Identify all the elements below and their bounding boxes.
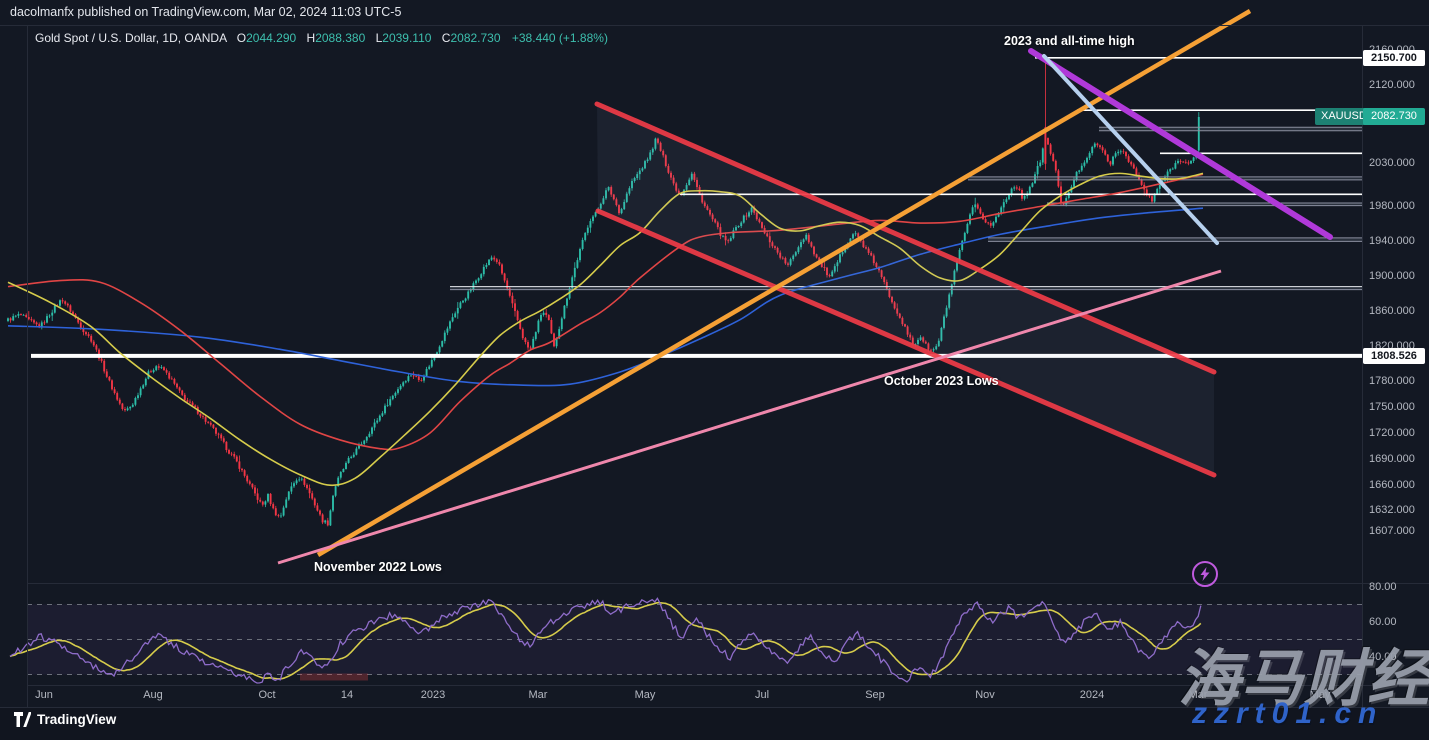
lightning-icon <box>1200 567 1210 581</box>
price-axis-label: 1720.000 <box>1369 426 1415 439</box>
price-axis-border <box>1362 25 1363 707</box>
indicator-axis-label: 60.00 <box>1369 616 1397 628</box>
watermark-url: zzrt01.cn <box>1192 697 1384 730</box>
time-axis-label: 2024 <box>1079 689 1105 701</box>
ma-yellow-line <box>7 172 1204 487</box>
ohlc-open: O2044.290 <box>236 31 297 45</box>
time-axis-label: Mar <box>528 689 548 701</box>
tradingview-mark-icon <box>14 712 31 727</box>
support-price-badge: 1808.526 <box>1363 348 1425 364</box>
price-axis-label: 1632.000 <box>1369 503 1415 516</box>
annotation-november-lows: November 2022 Lows <box>314 560 442 574</box>
annotation-all-time-high: 2023 and all-time high <box>1004 34 1135 48</box>
symbol-badge: XAUUSD <box>1315 108 1373 125</box>
time-axis-label: Jun <box>35 689 53 701</box>
pink-ascending-trendline[interactable] <box>277 269 1222 565</box>
time-axis-label: May <box>634 689 656 701</box>
pane-left-border <box>27 25 28 707</box>
price-axis-label: 2030.000 <box>1369 156 1415 169</box>
last-price-badge: 2082.730 <box>1363 108 1425 125</box>
time-axis-label: Mar <box>1188 689 1208 701</box>
lightblue-descending-trendline[interactable] <box>1042 54 1219 245</box>
time-axis-label: Oct <box>258 689 276 701</box>
boost-button[interactable] <box>1192 561 1218 587</box>
ma-red-line <box>7 173 1204 451</box>
purple-descending-trendline[interactable] <box>1028 48 1333 240</box>
price-axis-label: 1660.000 <box>1369 479 1415 492</box>
price-axis-label: 1900.000 <box>1369 270 1415 283</box>
price-axis-label: 1690.000 <box>1369 453 1415 466</box>
price-axis-label: 1780.000 <box>1369 374 1415 387</box>
publish-attribution: dacolmanfx published on TradingView.com,… <box>10 5 402 19</box>
ma-blue-line <box>7 207 1204 387</box>
chart-legend: Gold Spot / U.S. Dollar, 1D, OANDA O2044… <box>35 31 608 45</box>
annotation-october-lows: October 2023 Lows <box>884 374 999 388</box>
watermark-cjk: 海马财经 <box>1178 645 1429 714</box>
symbol-title[interactable]: Gold Spot / U.S. Dollar, 1D, OANDA <box>35 31 227 45</box>
ohlc-high: H2088.380 <box>306 31 366 45</box>
price-axis-label: 1607.000 <box>1369 525 1415 538</box>
footer-bar <box>0 707 1429 740</box>
time-axis-label: Jul <box>754 689 770 701</box>
price-axis[interactable]: 2160.0002120.0002030.0001980.0001940.000… <box>1362 25 1429 707</box>
daily-change: +38.440 (+1.88%) <box>511 31 608 45</box>
ohlc-close: C2082.730 <box>441 31 501 45</box>
time-axis-label: Nov <box>975 689 995 701</box>
header-divider <box>0 25 1429 26</box>
price-axis-label: 1980.000 <box>1369 200 1415 213</box>
time-axis-label: May <box>1309 689 1331 701</box>
candlestick-series <box>7 57 1200 527</box>
indicator-axis-label: 40.00 <box>1369 651 1397 663</box>
descending-channel[interactable] <box>594 101 1217 478</box>
ath-price-badge: 2150.700 <box>1363 50 1425 66</box>
time-axis-label: 2023 <box>420 689 446 701</box>
rsi-line <box>9 597 1202 684</box>
time-axis-label: Sep <box>865 689 885 701</box>
price-axis-label: 1750.000 <box>1369 400 1415 413</box>
time-axis-divider <box>27 685 1429 686</box>
indicator-pane-divider[interactable] <box>27 583 1429 584</box>
orange-ascending-trendline[interactable] <box>316 9 1252 557</box>
time-axis-label: 14 <box>340 689 354 701</box>
time-axis[interactable]: Jun Aug Oct 14 2023 Mar May Jul Sep Nov 2024 Mar May <box>0 686 1429 707</box>
tradingview-logo[interactable]: TradingView <box>14 712 116 727</box>
rsi-pane <box>27 604 1362 681</box>
price-axis-label: 1940.000 <box>1369 235 1415 248</box>
price-axis-label: 2120.000 <box>1369 78 1415 91</box>
time-axis-label: Aug <box>143 689 163 701</box>
tradingview-wordmark: TradingView <box>37 712 117 727</box>
indicator-axis-label: 80.00 <box>1369 581 1397 593</box>
price-axis-label: 1860.000 <box>1369 305 1415 318</box>
ohlc-low: L2039.110 <box>375 31 432 45</box>
